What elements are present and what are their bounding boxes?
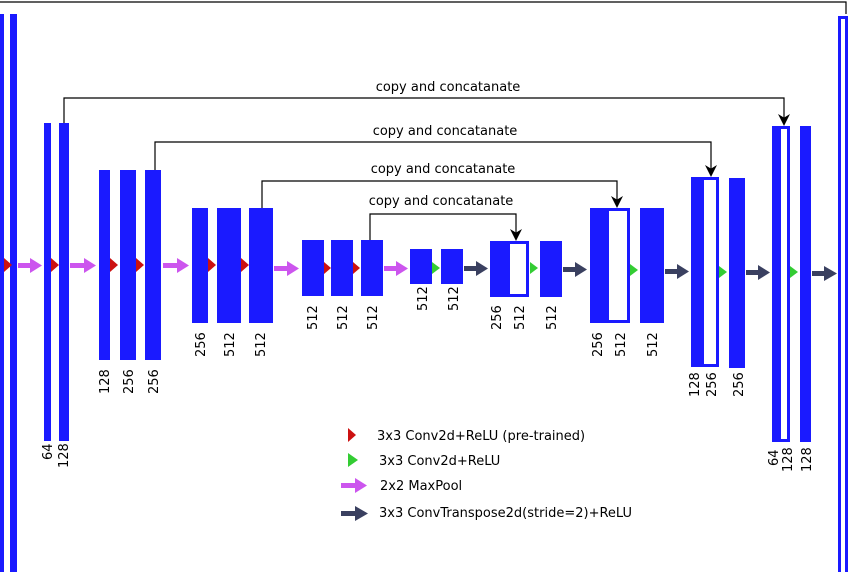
outer-skip-line	[0, 1, 847, 14]
dec1-label-64: 64	[767, 449, 782, 466]
dec3-label-256: 256	[591, 332, 606, 357]
maxpool-icon	[274, 261, 299, 276]
dec3-label-512: 512	[614, 332, 629, 357]
enc3-label-256: 256	[194, 332, 209, 357]
enc2-label-128: 128	[98, 369, 113, 394]
enc4-block-512c	[361, 240, 383, 296]
dec4-label-512: 512	[513, 305, 528, 330]
dec4-block-512-concat-inner	[510, 244, 526, 294]
enc4-label-512c: 512	[366, 305, 381, 330]
convtranspose-icon	[563, 262, 587, 277]
conv-pretrained-icon	[208, 258, 216, 272]
skip-connection-1	[63, 97, 790, 126]
enc3-block-512b	[249, 208, 273, 323]
convtranspose-icon	[464, 261, 488, 276]
enc4-block-512	[302, 240, 324, 296]
conv-icon	[790, 266, 798, 278]
dec1-block-128	[800, 126, 811, 442]
maxpool-icon	[70, 258, 96, 273]
dec3-block-256	[590, 208, 608, 323]
conv-icon	[530, 262, 538, 274]
dec1-label-128b: 128	[800, 447, 815, 472]
dec2-block-256	[729, 178, 745, 368]
input-block	[10, 14, 17, 572]
enc1-label-128: 128	[57, 443, 72, 468]
enc4-label-512b: 512	[336, 305, 351, 330]
enc2-block-256b	[145, 170, 161, 360]
dec2-label-256: 256	[705, 372, 720, 397]
dec1-block-128-concat-inner	[781, 129, 787, 439]
conv-pretrained-icon	[241, 258, 249, 272]
conv-pretrained-icon	[51, 258, 59, 272]
legend-conv-icon	[348, 453, 358, 467]
conv-icon	[719, 266, 727, 278]
output-block-inner	[841, 19, 845, 572]
enc3-block-512	[217, 208, 241, 323]
conv-pretrained-icon	[4, 258, 12, 272]
conv-pretrained-icon	[110, 258, 118, 272]
dec1-block-64	[772, 126, 780, 442]
legend: 3x3 Conv2d+ReLU (pre-trained) 3x3 Conv2d…	[341, 428, 632, 521]
enc2-label-256b: 256	[147, 369, 162, 394]
enc2-label-256: 256	[122, 369, 137, 394]
skip-label-2: copy and concatanate	[373, 124, 518, 139]
skip-label-4: copy and concatanate	[369, 194, 514, 209]
skip-connection-4	[369, 213, 522, 241]
enc1-block-128	[59, 123, 69, 441]
enc4-block-512b	[331, 240, 353, 296]
convtranspose-icon	[665, 264, 689, 279]
enc4-label-512: 512	[306, 305, 321, 330]
enc1-block-64	[44, 123, 51, 441]
dec4-block-512	[540, 241, 562, 297]
legend-convtranspose-icon	[341, 511, 357, 516]
maxpool-icon	[384, 261, 408, 276]
maxpool-icon	[163, 258, 189, 273]
skip-label-3: copy and concatanate	[371, 162, 516, 177]
input-block	[0, 14, 4, 572]
conv-pretrained-icon	[353, 262, 360, 274]
legend-maxpool-icon-head	[355, 478, 367, 493]
dec1-label-128: 128	[781, 447, 796, 472]
legend-convtranspose-icon-head	[355, 506, 368, 521]
dec4-label-512b: 512	[545, 305, 560, 330]
legend-label-conv: 3x3 Conv2d+ReLU	[379, 454, 500, 469]
enc1-label-64: 64	[41, 443, 56, 460]
enc3-label-512: 512	[223, 332, 238, 357]
bottleneck-block-512	[410, 249, 432, 284]
bottleneck-label-512b: 512	[447, 286, 462, 311]
bottleneck-block-512b	[441, 249, 463, 284]
maxpool-icon	[18, 258, 42, 273]
dec3-label-512b: 512	[646, 332, 661, 357]
dec2-label-128: 128	[688, 372, 703, 397]
skip-connection-2	[154, 141, 717, 177]
enc2-block-128	[99, 170, 110, 360]
dec4-block-256	[490, 241, 508, 297]
conv-icon	[432, 262, 440, 274]
conv-pretrained-icon	[324, 262, 331, 274]
dec2-block-128	[691, 177, 703, 367]
legend-maxpool-icon	[341, 483, 357, 488]
enc3-block-256	[192, 208, 208, 323]
legend-label-conv-pretrained: 3x3 Conv2d+ReLU (pre-trained)	[377, 429, 585, 444]
convtranspose-icon	[812, 266, 837, 281]
convtranspose-icon	[746, 265, 770, 280]
bottleneck-label-512: 512	[416, 286, 431, 311]
dec4-label-256: 256	[490, 305, 505, 330]
conv-icon	[630, 264, 638, 276]
legend-conv-pretrained-icon	[348, 428, 356, 442]
enc2-block-256	[120, 170, 136, 360]
legend-label-maxpool: 2x2 MaxPool	[380, 479, 462, 494]
skip-connection-3	[261, 180, 623, 208]
enc3-label-512b: 512	[254, 332, 269, 357]
dec3-block-512-concat-inner	[609, 211, 627, 320]
dec2-block-256-concat-inner	[704, 180, 716, 364]
dec2-label-256b: 256	[732, 372, 747, 397]
legend-label-convtranspose: 3x3 ConvTranspose2d(stride=2)+ReLU	[379, 506, 632, 521]
skip-label-1: copy and concatanate	[376, 80, 521, 95]
dec3-block-512	[640, 208, 664, 323]
conv-pretrained-icon	[136, 258, 144, 272]
